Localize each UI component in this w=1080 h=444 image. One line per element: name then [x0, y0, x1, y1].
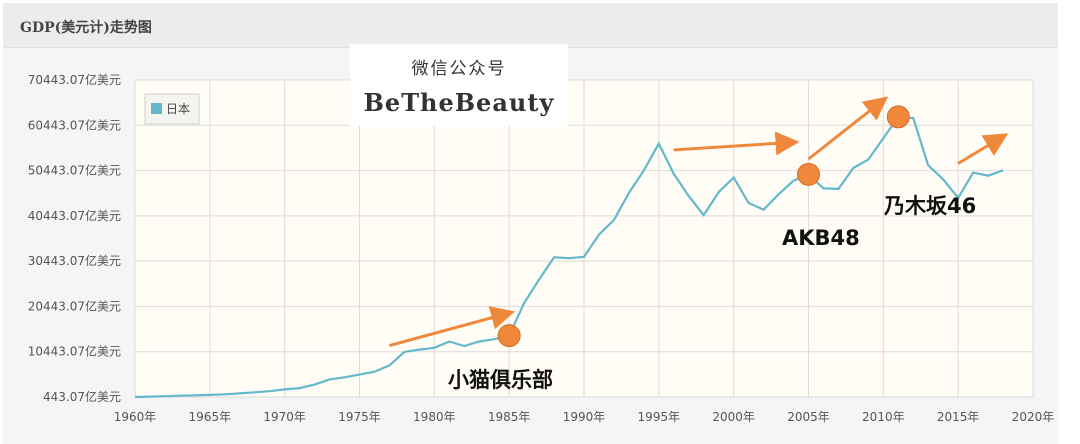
trend-arrow — [389, 306, 515, 348]
annotation-label: AKB48 — [782, 226, 860, 250]
x-tick-label: 2020年 — [1012, 410, 1055, 424]
watermark-line1: 微信公众号 — [411, 59, 507, 79]
x-tick-label: 1975年 — [338, 410, 381, 424]
y-tick-label: 10443.07亿美元 — [28, 344, 121, 359]
x-tick-label: 1985年 — [488, 410, 531, 424]
y-tick-label: 443.07亿美元 — [43, 389, 121, 404]
trend-arrow — [807, 96, 889, 161]
watermark-line2: BeTheBeauty — [363, 88, 555, 117]
x-tick-label: 1970年 — [263, 410, 306, 424]
x-tick-label: 2015年 — [937, 410, 980, 424]
y-tick-label: 40443.07亿美元 — [28, 208, 121, 223]
y-tick-label: 20443.07亿美元 — [28, 298, 121, 313]
y-tick-label: 50443.07亿美元 — [28, 163, 121, 178]
x-tick-label: 1960年 — [114, 410, 157, 424]
highlight-marker — [797, 162, 820, 186]
legend-label: 日本 — [166, 102, 190, 116]
annotation-label: 小猫俱乐部 — [448, 368, 553, 392]
highlight-marker — [886, 105, 910, 129]
trend-arrow — [673, 131, 800, 156]
x-tick-label: 1995年 — [638, 410, 681, 424]
x-tick-label: 1990年 — [563, 410, 606, 424]
x-tick-label: 2010年 — [862, 410, 905, 424]
trend-arrow — [957, 133, 1009, 165]
chart-title: GDP(美元计)走势图 — [20, 20, 152, 36]
annotation-label: 乃木坂46 — [884, 194, 977, 218]
y-tick-label: 30443.07亿美元 — [28, 253, 121, 268]
y-tick-label: 70443.07亿美元 — [28, 72, 121, 87]
x-tick-label: 2000年 — [712, 410, 755, 424]
highlight-marker — [497, 324, 521, 348]
x-tick-label: 2005年 — [787, 410, 830, 424]
legend-swatch — [151, 103, 162, 114]
chart-header: GDP(美元计)走势图 — [3, 3, 1058, 48]
watermark: 微信公众号 BeTheBeauty — [350, 44, 568, 126]
x-tick-label: 1965年 — [189, 410, 232, 424]
series-line-japan — [134, 115, 1004, 399]
x-tick-label: 1980年 — [413, 410, 456, 424]
y-tick-label: 60443.07亿美元 — [28, 117, 121, 132]
